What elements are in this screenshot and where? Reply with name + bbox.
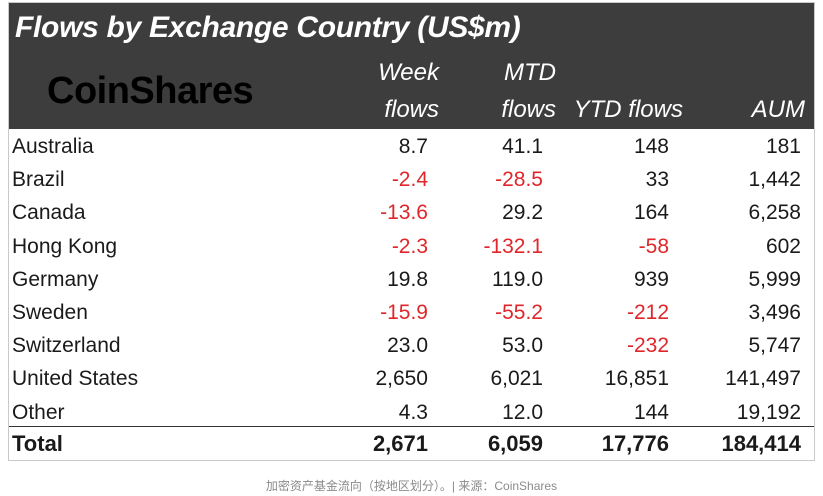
aum-cell: 19,192 — [736, 400, 801, 424]
ytd-cell: -212 — [626, 301, 669, 324]
aum-cell: 5,747 — [748, 334, 801, 358]
week-cell: -13.6 — [380, 201, 428, 225]
table-row: Australia 8.7 41.1 148 181 — [9, 131, 814, 164]
ytd-cell: 33 — [645, 168, 669, 192]
table-row: Switzerland 23.0 53.0 -232 5,747 — [9, 330, 814, 363]
aum-cell: 602 — [765, 234, 801, 258]
country-cell: Hong Kong — [12, 234, 118, 258]
header-week-line2: flows — [384, 96, 439, 123]
header-mtd-line1: MTD — [504, 59, 556, 86]
ytd-cell: -58 — [638, 234, 669, 258]
header-aum-line2: AUM — [751, 96, 805, 123]
ytd-cell: 148 — [633, 135, 669, 158]
country-cell: Sweden — [12, 301, 88, 324]
ytd-cell: 164 — [633, 201, 669, 225]
table-title: Flows by Exchange Country (US$m) — [15, 11, 521, 44]
aum-cell: 1,442 — [748, 168, 801, 192]
header-aum: AUM — [705, 59, 805, 129]
header-week-line1: Week — [378, 59, 439, 86]
total-mtd: 6,059 — [487, 431, 543, 456]
week-cell: -2.4 — [391, 168, 428, 192]
aum-cell: 181 — [765, 135, 801, 158]
header-mtd-line2: flows — [501, 96, 556, 123]
table-row-total: Total 2,671 6,059 17,776 184,414 — [9, 427, 814, 460]
total-week: 2,671 — [372, 431, 428, 456]
header-ytd-flows: YTD flows — [553, 59, 683, 129]
table-row: Sweden -15.9 -55.2 -212 3,496 — [9, 297, 814, 330]
mtd-cell: -132.1 — [483, 234, 543, 258]
week-cell: 4.3 — [398, 400, 428, 424]
mtd-cell: -55.2 — [495, 301, 543, 324]
country-cell: Australia — [12, 135, 94, 158]
mtd-cell: 6,021 — [490, 367, 543, 391]
header-week-flows: Week flows — [319, 59, 439, 129]
flows-table-card: Flows by Exchange Country (US$m) CoinSha… — [8, 2, 815, 461]
table-row: Germany 19.8 119.0 939 5,999 — [9, 264, 814, 297]
week-cell: 8.7 — [398, 135, 428, 158]
aum-cell: 5,999 — [748, 267, 801, 291]
table-header: Flows by Exchange Country (US$m) CoinSha… — [9, 3, 814, 129]
header-ytd-line2: YTD flows — [573, 96, 683, 123]
country-cell: Other — [12, 400, 65, 424]
ytd-cell: 144 — [633, 400, 669, 424]
mtd-cell: 41.1 — [502, 135, 543, 158]
aum-cell: 3,496 — [748, 301, 801, 324]
week-cell: -15.9 — [380, 301, 428, 324]
mtd-cell: 12.0 — [502, 400, 543, 424]
country-cell: Germany — [12, 267, 99, 291]
country-cell: Brazil — [12, 168, 65, 192]
table-row: Canada -13.6 29.2 164 6,258 — [9, 197, 814, 230]
aum-cell: 141,497 — [725, 367, 801, 391]
table-row: Other 4.3 12.0 144 19,192 — [9, 397, 814, 430]
header-mtd-flows: MTD flows — [436, 59, 556, 129]
image-caption: 加密资产基金流向（按地区划分）。| 来源：CoinShares — [265, 479, 558, 493]
table-row: United States 2,650 6,021 16,851 141,497 — [9, 363, 814, 396]
country-cell: Switzerland — [12, 334, 121, 358]
week-cell: 2,650 — [375, 367, 428, 391]
mtd-cell: 119.0 — [492, 267, 543, 291]
table-row: Brazil -2.4 -28.5 33 1,442 — [9, 164, 814, 197]
mtd-cell: 53.0 — [502, 334, 543, 358]
mtd-cell: -28.5 — [495, 168, 543, 192]
aum-cell: 6,258 — [748, 201, 801, 225]
country-cell: United States — [12, 367, 139, 391]
coinshares-logo: CoinShares — [47, 70, 254, 112]
week-cell: 23.0 — [387, 334, 428, 358]
total-label: Total — [12, 431, 63, 456]
mtd-cell: 29.2 — [502, 201, 543, 225]
week-cell: -2.3 — [391, 234, 428, 258]
table-row: Hong Kong -2.3 -132.1 -58 602 — [9, 231, 814, 264]
total-divider — [9, 426, 814, 427]
total-aum: 184,414 — [721, 431, 801, 456]
week-cell: 19.8 — [387, 267, 428, 291]
country-cell: Canada — [12, 201, 86, 225]
ytd-cell: -232 — [626, 334, 669, 358]
ytd-cell: 16,851 — [604, 367, 669, 391]
ytd-cell: 939 — [633, 267, 669, 291]
total-ytd: 17,776 — [601, 431, 669, 456]
